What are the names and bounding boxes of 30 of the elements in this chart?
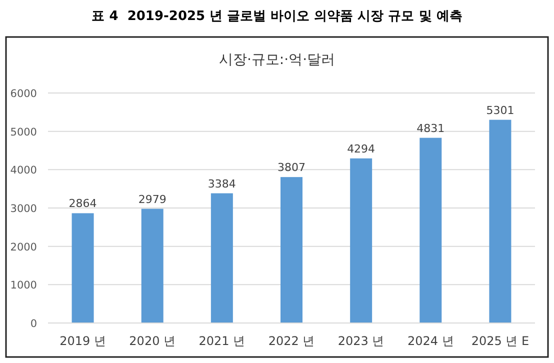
bar xyxy=(210,193,233,323)
y-tick-label: 0 xyxy=(30,318,37,330)
y-tick-label: 4000 xyxy=(10,164,37,177)
x-tick-label: 2021 년 xyxy=(198,334,246,348)
x-tick-label: 2023 년 xyxy=(338,334,384,348)
y-tick-label: 3000 xyxy=(10,203,37,215)
data-label: 5301 xyxy=(486,104,514,117)
data-label: 4294 xyxy=(347,142,376,156)
data-label: 3384 xyxy=(208,177,236,190)
chart-title: 표 4 2019-2025 년 글로벌 바이오 의약품 시장 규모 및 예측 xyxy=(92,9,462,24)
y-tick-label: 2000 xyxy=(10,241,37,254)
x-tick-label: 2022 년 xyxy=(268,334,315,348)
x-tick-label: 2025 년 E xyxy=(471,334,530,348)
y-tick-label: 1000 xyxy=(10,280,37,292)
y-tick-label: 5000 xyxy=(10,126,37,138)
bar xyxy=(141,208,164,323)
data-label: 2979 xyxy=(138,192,166,206)
bar xyxy=(489,120,512,323)
data-label: 2864 xyxy=(68,197,97,210)
x-tick-label: 2019 년 xyxy=(60,334,106,348)
x-tick-label: 2020 년 xyxy=(129,334,176,348)
data-label: 4831 xyxy=(416,122,445,135)
x-tick-label: 2024 년 xyxy=(407,334,454,348)
bar xyxy=(350,158,372,323)
bar xyxy=(420,138,442,323)
y-tick-label: 6000 xyxy=(10,88,37,100)
bar xyxy=(280,177,302,323)
bar xyxy=(72,213,94,323)
chart-subtitle: 시장·규모:·억·달러 xyxy=(218,52,336,68)
data-label: 3807 xyxy=(278,161,306,174)
